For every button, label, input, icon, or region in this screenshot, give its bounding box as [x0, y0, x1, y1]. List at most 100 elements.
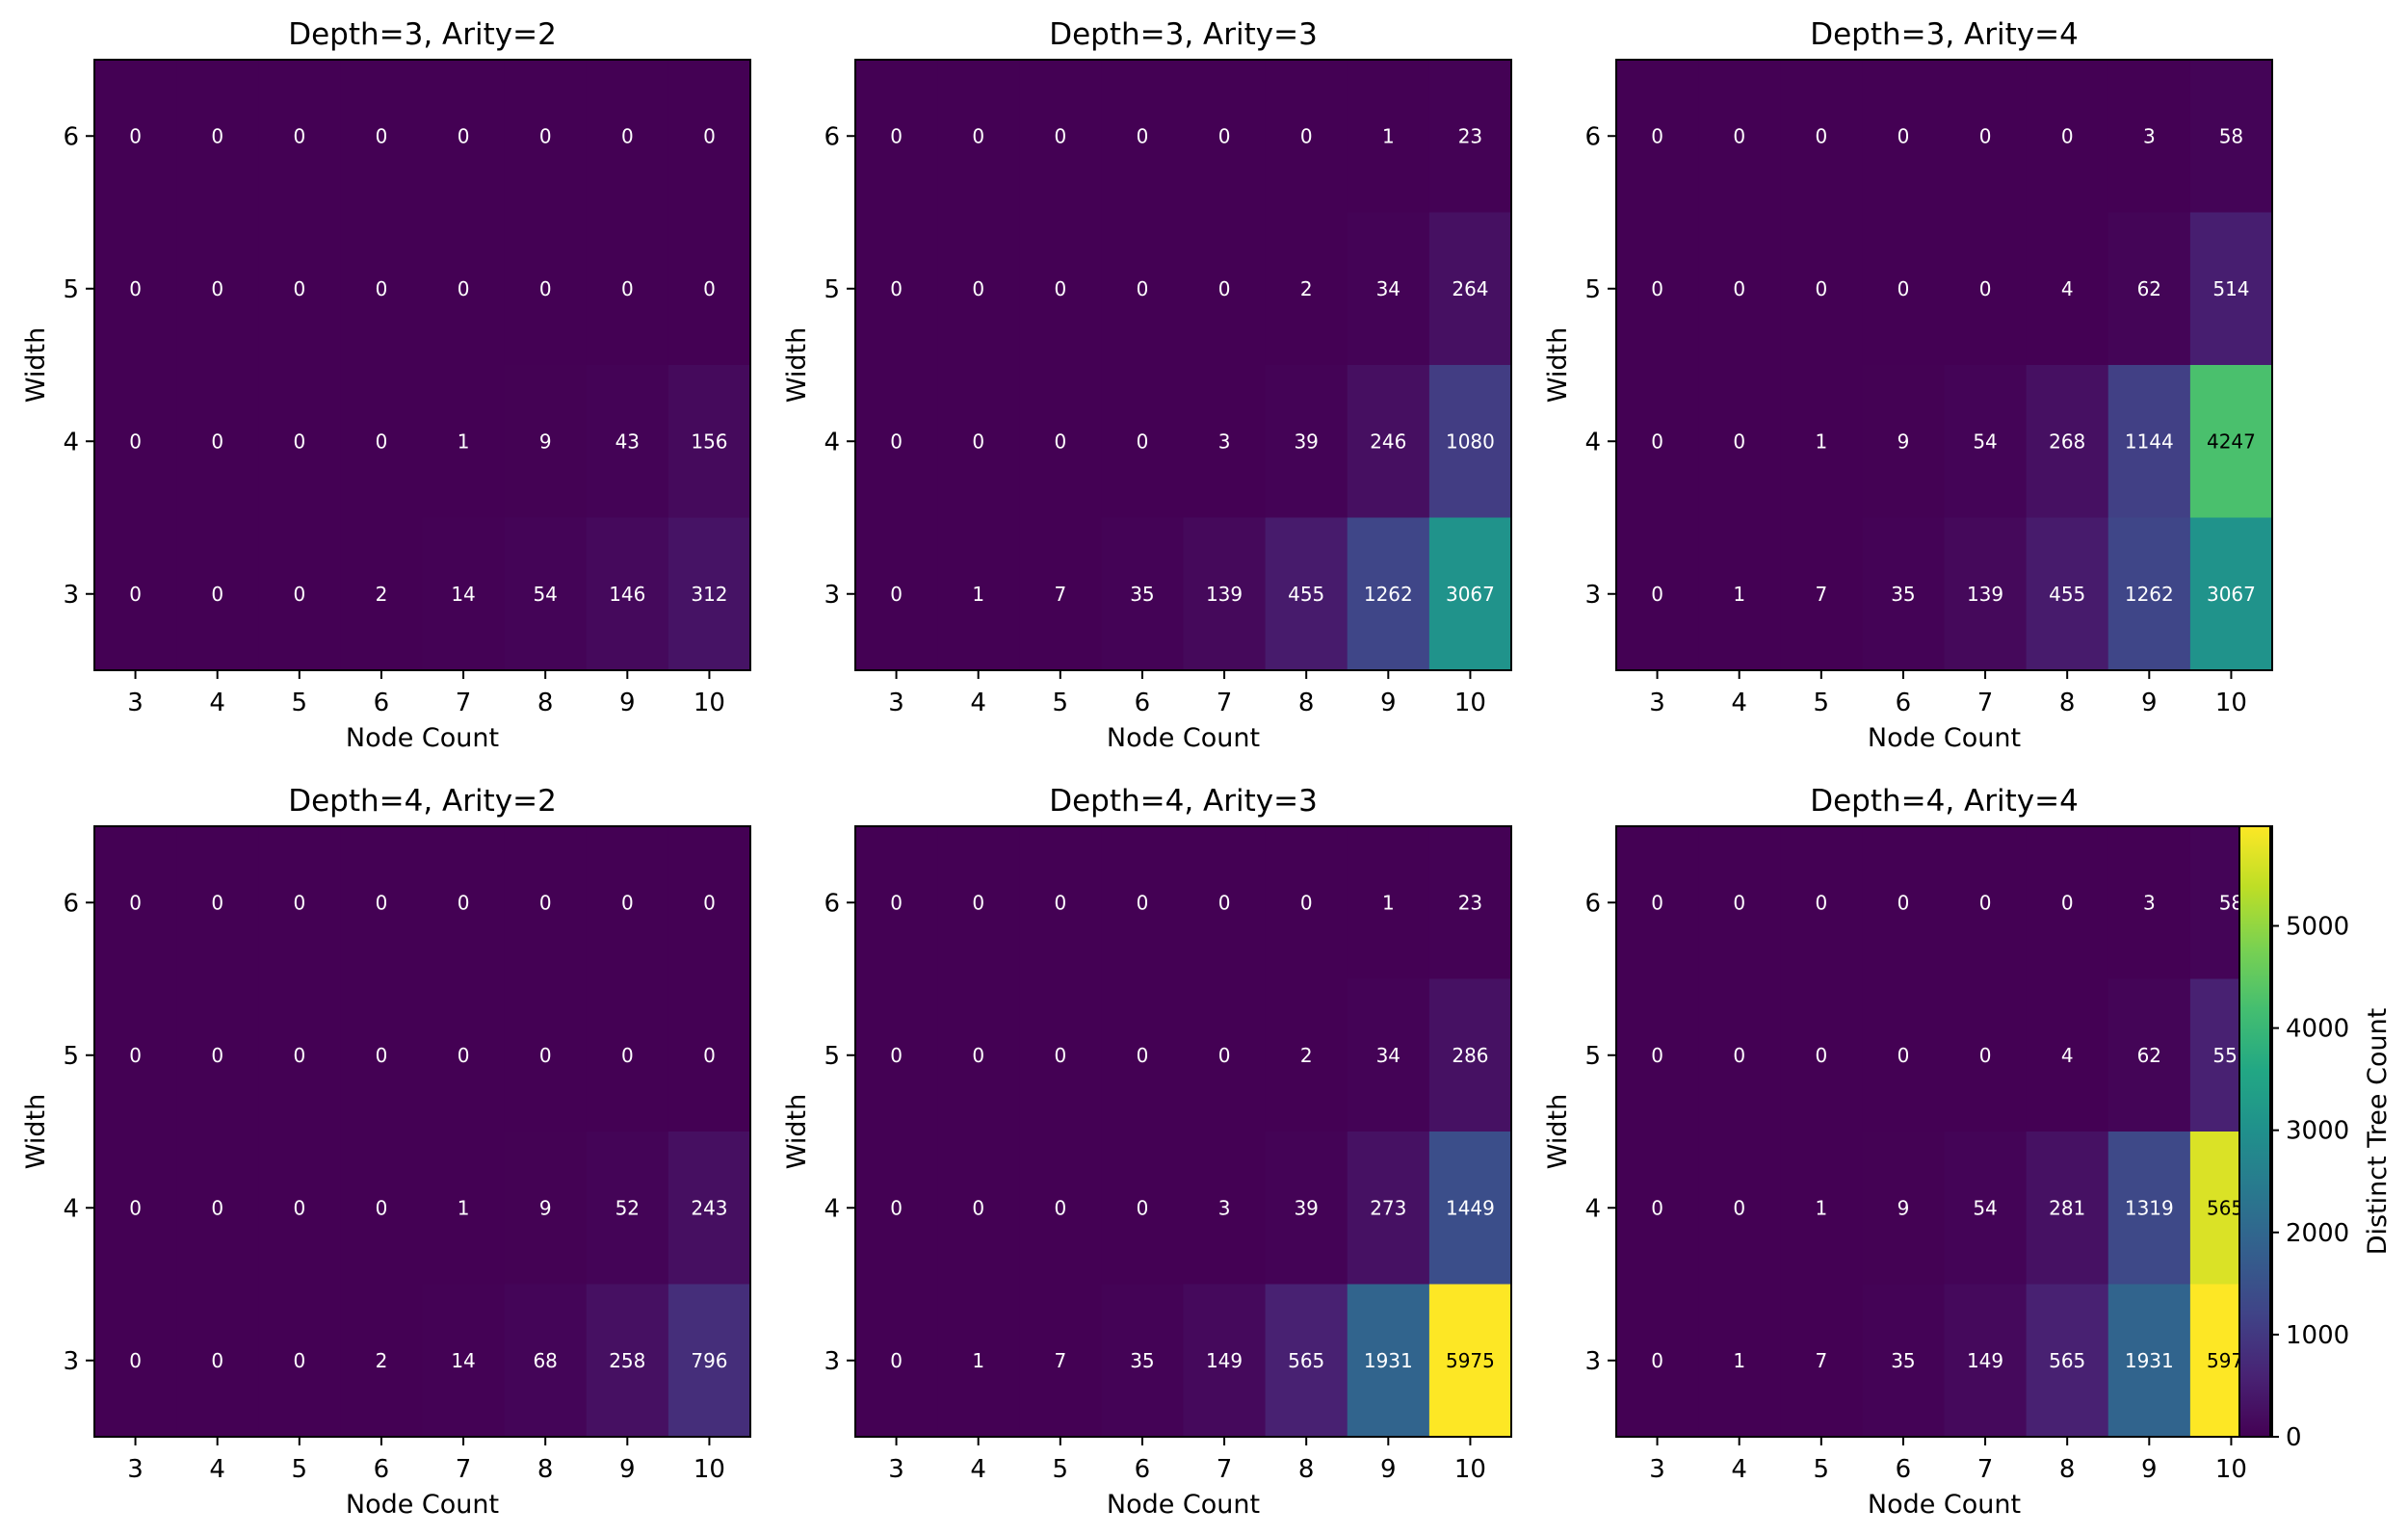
panel-5-cell: [937, 1132, 1020, 1286]
panel-3-ytick-label: 6: [1584, 122, 1601, 151]
panel-5-ytick-label: 6: [824, 889, 840, 918]
panel-2-xtick-label: 8: [1298, 689, 1315, 717]
panel-2-cell: [1183, 517, 1267, 671]
panel-3-xtick-label: 8: [2059, 689, 2076, 717]
panel-6-cell: [1944, 978, 2028, 1132]
panel-3-cell: [2107, 517, 2191, 671]
panel-5-cell: [855, 1132, 938, 1286]
panel-2-cell: [855, 212, 938, 366]
panel-6-cell: [1616, 978, 1699, 1132]
panel-6-xtick-label: 8: [2059, 1455, 2076, 1484]
panel-6-cell: [1862, 1132, 1946, 1286]
panel-2-cell-label: 0: [972, 124, 984, 147]
panel-1-cell: [667, 517, 751, 671]
panel-5-frame: [854, 825, 1512, 1438]
panel-6-cell-label: 9: [1898, 1196, 1910, 1219]
panel-4-cell: [586, 1132, 669, 1286]
panel-6-cell-label: 0: [1651, 1044, 1663, 1067]
panel-3-cell-label: 1144: [2125, 429, 2174, 453]
panel-6-cell-label: 0: [1651, 1349, 1663, 1372]
panel-6-cell: [1862, 978, 1946, 1132]
panel-3-cell: [1862, 517, 1946, 671]
panel-6-cell: [2026, 1284, 2109, 1438]
panel-6-cell-label: 0: [1733, 891, 1745, 914]
panel-2-cell-label: 0: [890, 277, 903, 300]
panel-3-cell: [2189, 60, 2273, 214]
panel-4-cell-label: 0: [539, 891, 552, 914]
panel-4-cell-label: 0: [621, 891, 634, 914]
colorbar-tick-label: 4000: [2286, 1015, 2349, 1044]
panel-2-cell: [937, 212, 1020, 366]
panel-1-cell-label: 0: [621, 277, 634, 300]
panel-2-cell-label: 0: [972, 429, 984, 453]
panel-6-cell: [1698, 1132, 1781, 1286]
panel-4-cell: [504, 978, 588, 1132]
panel-5-ylabel: Width: [782, 1094, 812, 1169]
panel-3-cell-label: 58: [2219, 124, 2243, 147]
panel-5-cell: [1347, 826, 1430, 980]
panel-6-cell-label: 0: [1979, 1044, 1992, 1067]
panel-5-cell-label: 0: [972, 1196, 984, 1219]
panel-6-title: Depth=4, Arity=4: [1810, 784, 2079, 819]
panel-4-cell-label: 0: [458, 891, 470, 914]
panel-6-cell-label: 4: [2061, 1044, 2074, 1067]
panel-4-xtick-label: 9: [619, 1455, 636, 1484]
panel-4-xtick-label: 10: [694, 1455, 725, 1484]
panel-2-xtick-label: 3: [888, 689, 904, 717]
panel-6-cell: [1616, 1284, 1699, 1438]
panel-3-cell: [2189, 212, 2273, 366]
panel-1-cell-label: 0: [539, 124, 552, 147]
panel-6-cell: [1780, 978, 1863, 1132]
panel-4-cell: [94, 1132, 177, 1286]
panel-1-ytick-label: 5: [63, 275, 79, 304]
panel-3-cell-label: 0: [1651, 429, 1663, 453]
panel-5-cell: [1183, 1132, 1267, 1286]
panel-6-ylabel: Width: [1543, 1094, 1573, 1169]
panel-1-cell-label: 54: [533, 583, 557, 606]
panel-1-cell-label: 0: [703, 124, 716, 147]
panel-4-cell-label: 0: [539, 1044, 552, 1067]
panel-5-cell: [1428, 1284, 1512, 1438]
panel-1-cell: [176, 365, 259, 519]
colorbar-frame: [2238, 825, 2271, 1438]
panel-1-cell-label: 0: [293, 277, 305, 300]
panel-3-cell: [1698, 212, 1781, 366]
panel-4-ytick-label: 5: [63, 1042, 79, 1071]
panel-2-cell: [1428, 60, 1512, 214]
panel-1-cell-label: 43: [615, 429, 640, 453]
panel-2-cell-label: 0: [1054, 277, 1066, 300]
panel-2-xtick-label: 9: [1380, 689, 1397, 717]
panel-1-cell: [586, 517, 669, 671]
panel-5-cell: [855, 1284, 938, 1438]
panel-1-cell-label: 0: [129, 124, 142, 147]
panel-6-cell: [1698, 1284, 1781, 1438]
panel-5-cell-label: 0: [890, 1044, 903, 1067]
panel-2-cell-label: 1: [1382, 124, 1395, 147]
panel-4-cell: [258, 826, 341, 980]
panel-5-cell: [1019, 826, 1102, 980]
panel-6-cell-label: 565: [2049, 1349, 2085, 1372]
panel-1-cell-label: 0: [293, 124, 305, 147]
panel-3-cell-label: 139: [1967, 583, 2003, 606]
panel-3-xtick-label: 7: [1977, 689, 1994, 717]
panel-2-cell: [1101, 365, 1185, 519]
panel-6-cell: [2107, 826, 2191, 980]
panel-1-cell: [340, 212, 424, 366]
panel-4-cell-label: 243: [691, 1196, 727, 1219]
panel-1-cell: [176, 517, 259, 671]
panel-6-cell: [1944, 1284, 2028, 1438]
panel-5-cell: [855, 826, 938, 980]
panel-2-cell: [1265, 60, 1348, 214]
panel-3-cell: [1862, 212, 1946, 366]
panel-5-cell-label: 565: [1288, 1349, 1324, 1372]
panel-3-cell-label: 1: [1815, 429, 1827, 453]
panel-2-cell-label: 2: [1300, 277, 1313, 300]
panel-3-ylabel: Width: [1543, 327, 1573, 403]
panel-1-cell-label: 0: [211, 429, 223, 453]
panel-5-cell: [1101, 1284, 1185, 1438]
panel-3-cell-label: 3: [2143, 124, 2156, 147]
panel-4-cell: [176, 978, 259, 1132]
panel-1-cell: [340, 60, 424, 214]
panel-1-xtick-label: 5: [292, 689, 308, 717]
panel-6-cell: [1616, 826, 1699, 980]
